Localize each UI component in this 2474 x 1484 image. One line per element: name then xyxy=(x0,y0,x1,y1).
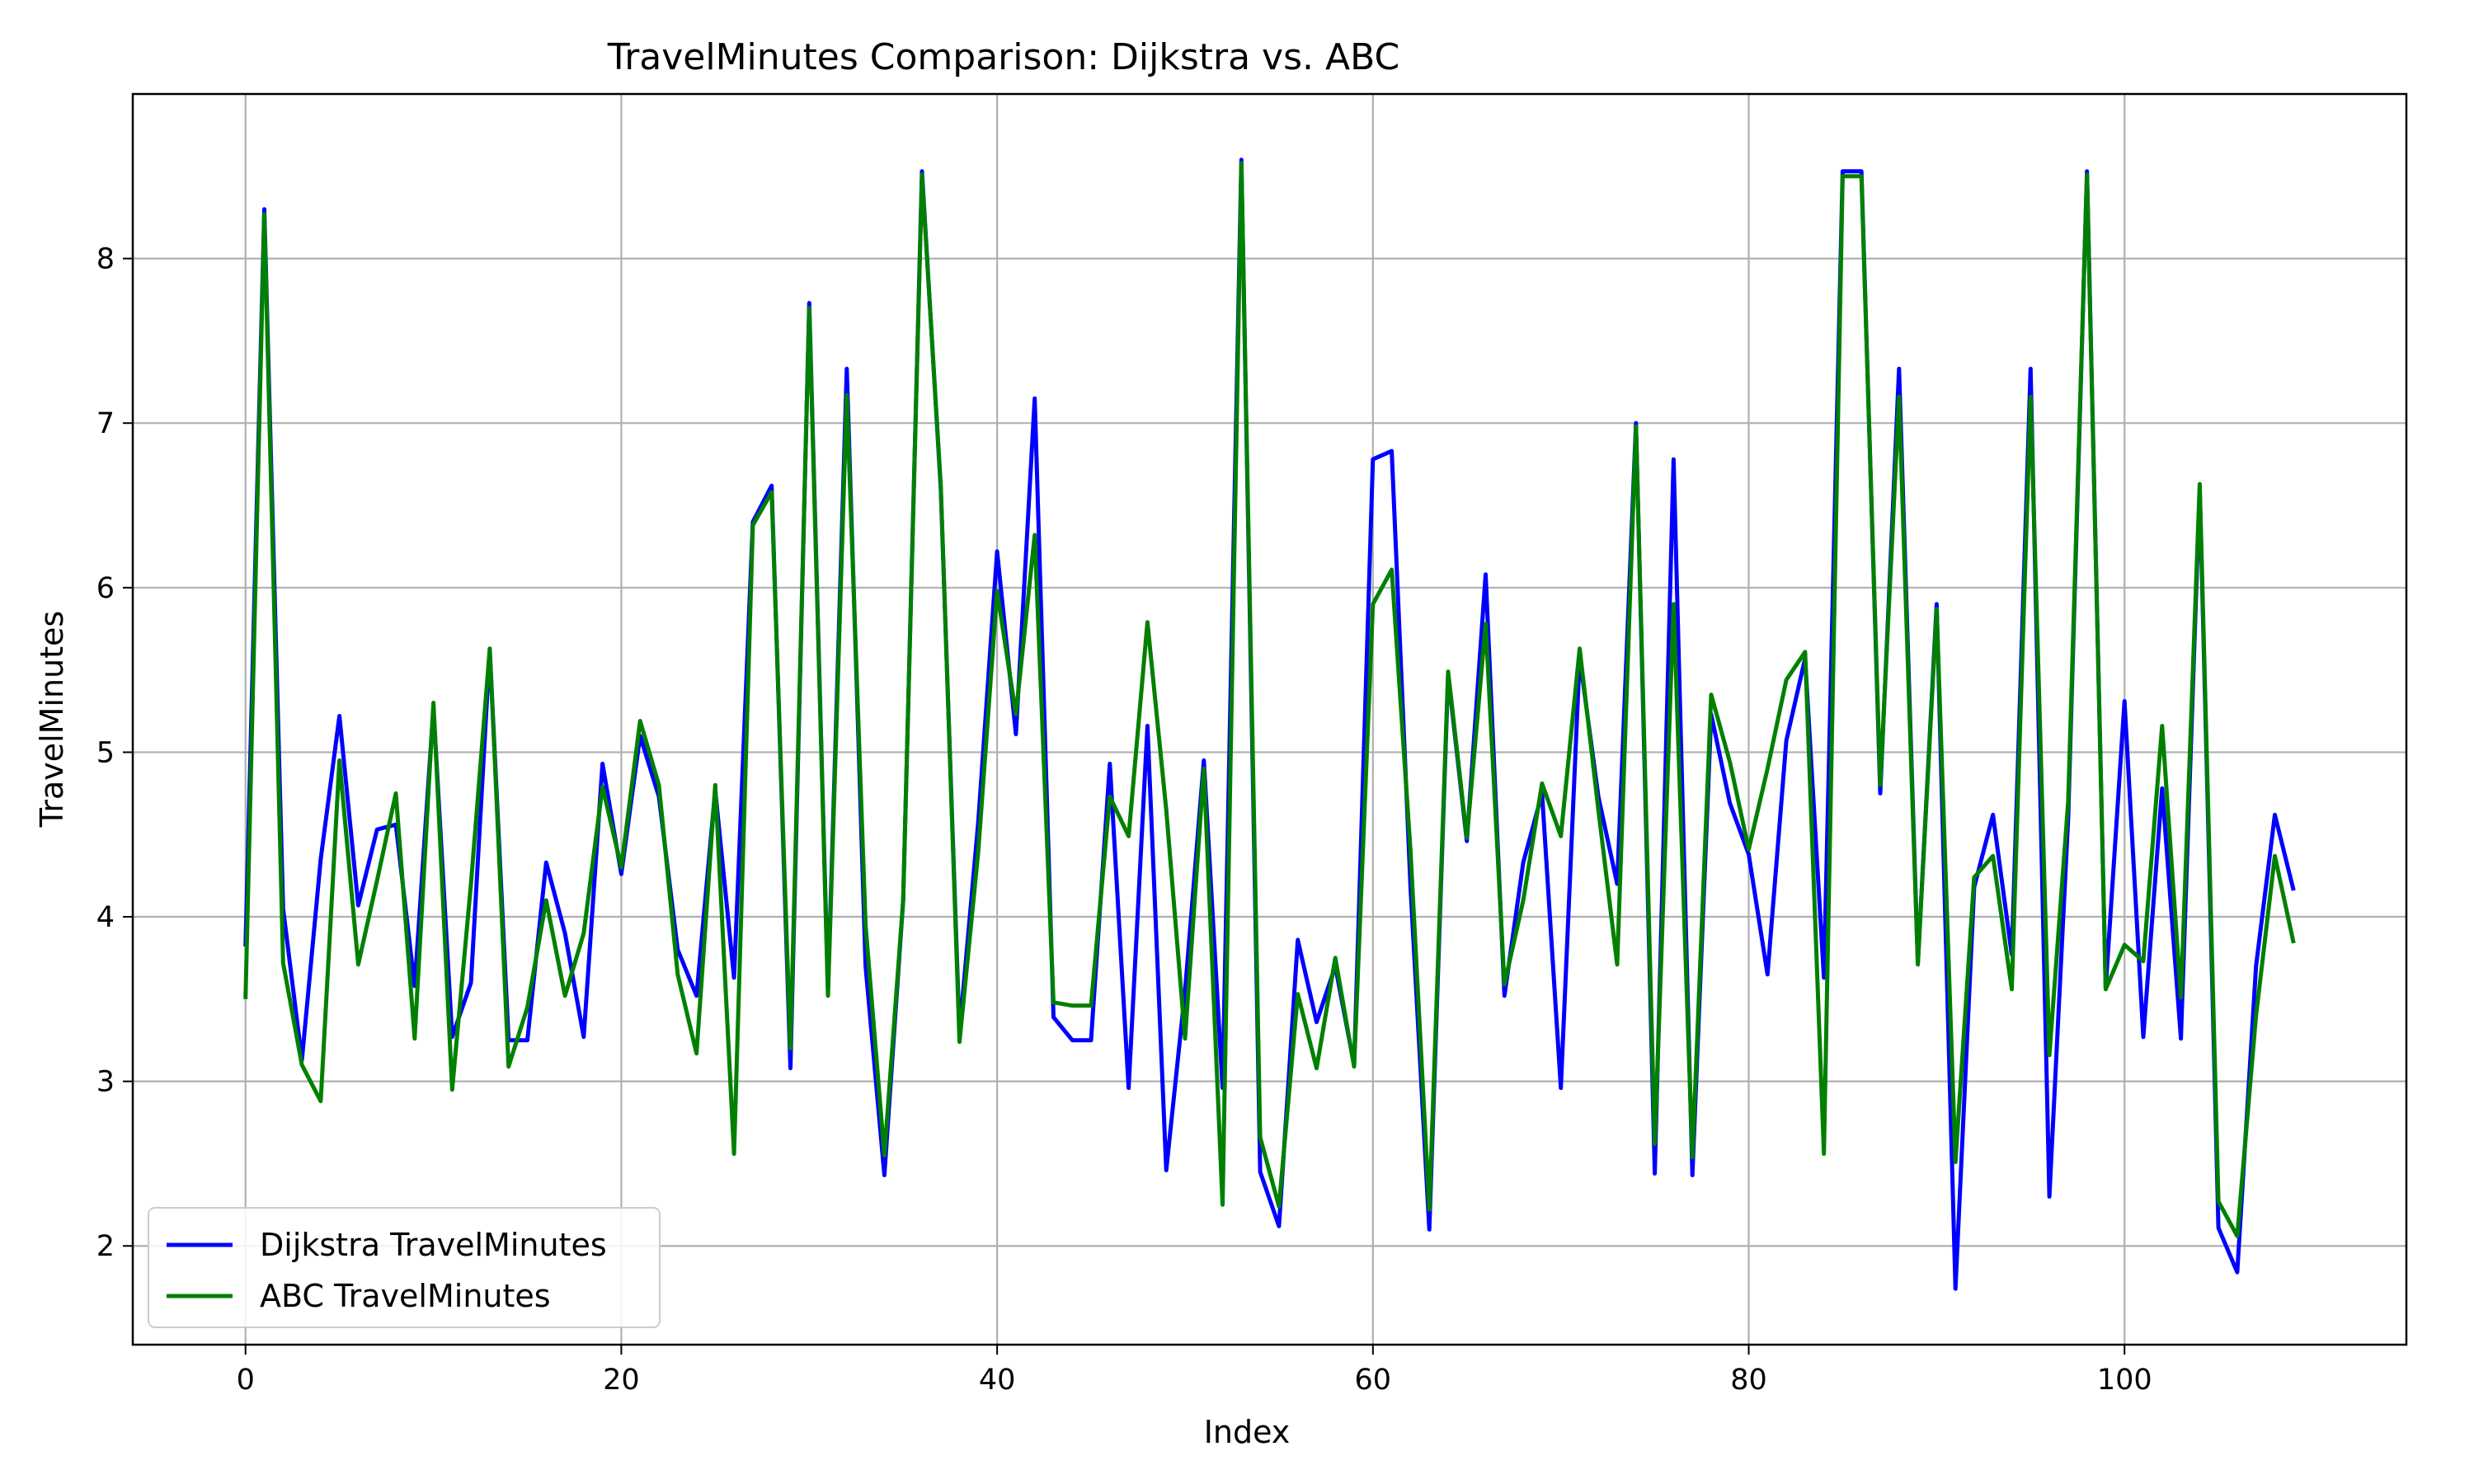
legend-label-dijkstra: Dijkstra TravelMinutes xyxy=(260,1227,607,1263)
legend-box xyxy=(148,1207,661,1328)
y-axis-label: TravelMinutes xyxy=(34,611,70,829)
x-tick-label: 100 xyxy=(2097,1364,2152,1397)
x-tick-label: 40 xyxy=(979,1364,1016,1397)
x-tick-label: 60 xyxy=(1355,1364,1392,1397)
legend-label-abc: ABC TravelMinutes xyxy=(260,1278,551,1314)
x-tick-label: 20 xyxy=(603,1364,640,1397)
grid-lines xyxy=(133,94,2406,1345)
chart-title: TravelMinutes Comparison: Dijkstra vs. A… xyxy=(607,36,1399,78)
y-tick-label: 4 xyxy=(96,901,115,934)
x-tick-label: 0 xyxy=(237,1364,255,1397)
y-tick-label: 5 xyxy=(96,736,115,769)
x-tick-label: 80 xyxy=(1730,1364,1767,1397)
series-line-abc xyxy=(243,161,2296,1238)
plot-frame xyxy=(131,92,2408,1346)
series-lines xyxy=(243,157,2296,1291)
legend: Dijkstra TravelMinutes ABC TravelMinutes xyxy=(148,1207,661,1328)
y-tick-label: 2 xyxy=(96,1230,115,1263)
x-axis-label: Index xyxy=(1204,1414,1291,1450)
series-line-dijkstra xyxy=(243,157,2296,1291)
axis-ticks: 0 20 40 60 80 100 2 3 4 5 6 7 8 xyxy=(96,243,2152,1397)
y-tick-label: 7 xyxy=(96,407,115,440)
y-tick-label: 8 xyxy=(96,243,115,276)
y-tick-label: 6 xyxy=(96,572,115,605)
y-tick-label: 3 xyxy=(96,1066,115,1099)
